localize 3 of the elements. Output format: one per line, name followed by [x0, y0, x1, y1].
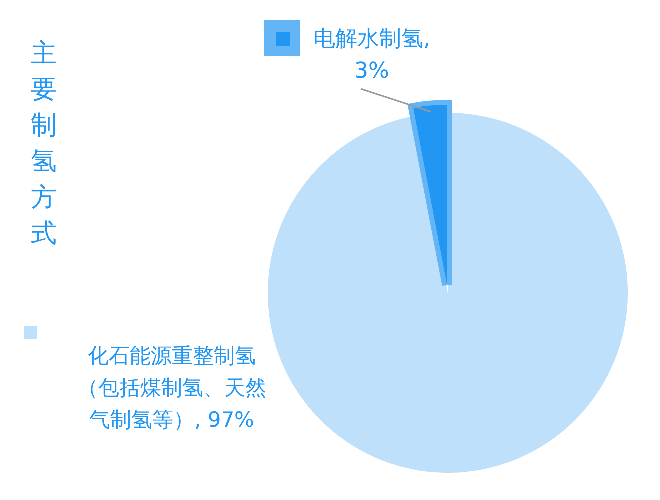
legend-label: 电解水制氢, 3% [312, 26, 432, 86]
text: 主要制氢方式 [31, 39, 57, 249]
slice-label: 化石能源重整制氢（包括煤制氢、天然气制氢等）, 97% [78, 344, 266, 432]
